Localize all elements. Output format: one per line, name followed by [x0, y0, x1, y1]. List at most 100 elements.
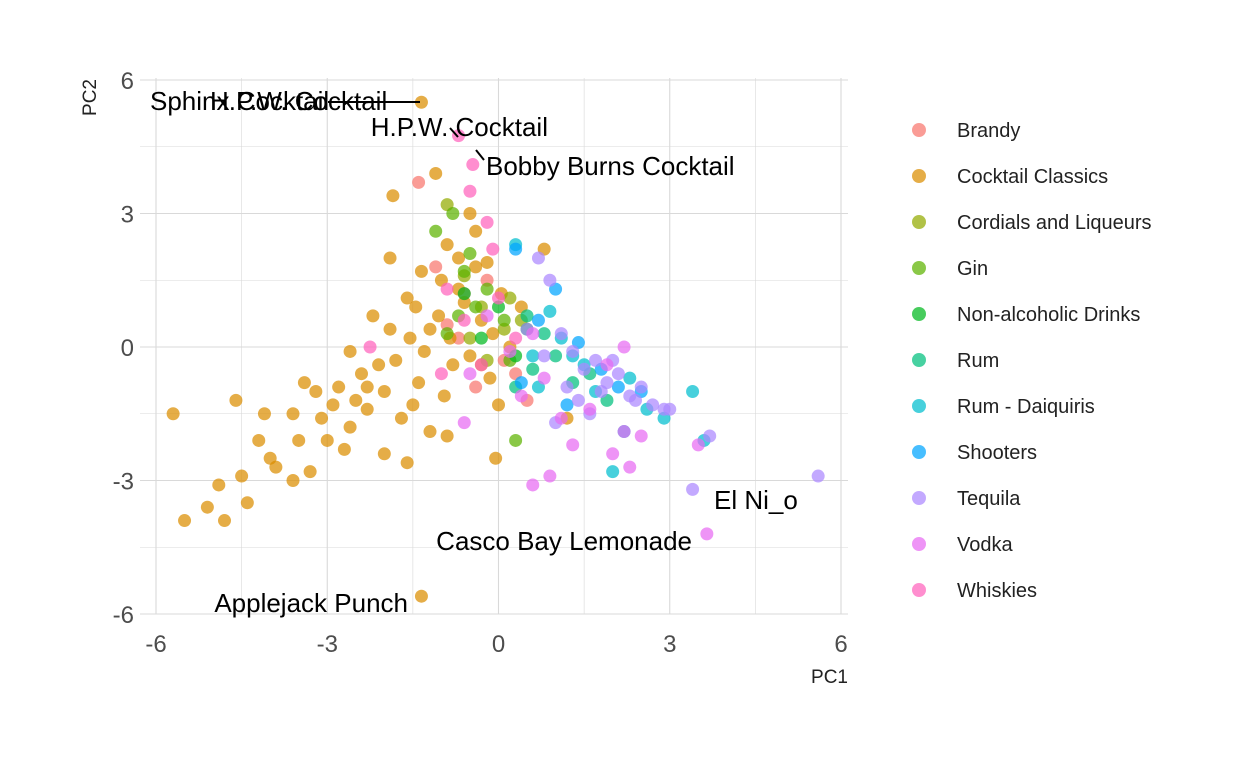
data-point	[703, 429, 717, 443]
data-point	[463, 331, 477, 345]
x-tick-label: 6	[834, 631, 847, 658]
data-point	[429, 260, 443, 274]
data-point	[617, 340, 631, 354]
data-point	[414, 264, 428, 278]
data-point	[606, 465, 620, 479]
data-point	[469, 380, 483, 394]
data-point	[303, 465, 317, 479]
y-tick-label: 0	[121, 335, 134, 362]
y-tick-label: -6	[113, 602, 134, 629]
data-point	[566, 438, 580, 452]
data-point	[414, 589, 428, 603]
data-point	[537, 349, 551, 363]
data-point	[440, 282, 454, 296]
data-point	[326, 398, 340, 412]
data-point	[440, 238, 454, 252]
annotation-leader-line	[475, 149, 485, 161]
x-tick-label: 3	[663, 631, 676, 658]
data-point	[617, 425, 631, 439]
legend-label: Cordials and Liqueurs	[957, 212, 1152, 234]
data-point	[526, 327, 540, 341]
data-point	[437, 389, 451, 403]
data-point	[320, 433, 334, 447]
legend-label: Vodka	[957, 534, 1013, 556]
data-point	[440, 318, 454, 332]
data-point	[423, 322, 437, 336]
data-point	[363, 340, 377, 354]
data-point	[409, 300, 423, 314]
data-point	[414, 95, 428, 109]
data-point	[589, 353, 603, 367]
data-point	[497, 313, 511, 327]
legend-key	[912, 445, 926, 459]
data-point	[372, 358, 386, 372]
data-point	[526, 349, 540, 363]
data-point	[543, 273, 557, 287]
data-point	[492, 300, 505, 314]
data-point	[634, 429, 648, 443]
legend-label: Whiskies	[957, 580, 1037, 602]
data-point	[315, 411, 329, 425]
legend-label: Shooters	[957, 442, 1037, 464]
annotation-leader-line	[449, 127, 459, 138]
series-tequila	[520, 251, 825, 496]
data-point	[503, 291, 517, 305]
legend: Brandy Cocktail Classics Cordials and Liqu…	[912, 120, 1152, 602]
data-point	[240, 496, 254, 510]
data-point	[394, 411, 408, 425]
data-point	[440, 429, 454, 443]
legend-item: Cocktail Classics	[912, 166, 1108, 188]
data-point	[423, 425, 437, 439]
legend-item: Rum	[912, 350, 999, 372]
annotation-label: H.P.W. Cocktail	[371, 112, 548, 142]
data-point	[531, 313, 545, 327]
annotation-label: Applejack Punch	[214, 588, 408, 618]
y-tick-label: -3	[113, 469, 134, 496]
data-point	[480, 215, 494, 229]
data-point	[166, 407, 180, 421]
data-point	[606, 447, 620, 461]
data-point	[571, 393, 585, 407]
data-point	[509, 331, 523, 345]
data-point	[469, 260, 483, 274]
data-point	[403, 331, 417, 345]
data-point	[434, 367, 448, 381]
data-point	[646, 398, 660, 412]
data-point	[486, 327, 500, 341]
data-point	[212, 478, 226, 492]
legend-item: Cordials and Liqueurs	[912, 212, 1152, 234]
data-point	[577, 362, 591, 376]
data-point	[332, 380, 346, 394]
data-point	[560, 398, 574, 412]
annotation-label: Bobby Burns Cocktail	[486, 151, 735, 181]
data-point	[514, 376, 528, 390]
y-axis-title: PC2	[80, 79, 101, 116]
data-point	[446, 207, 460, 220]
y-tick-label: 3	[121, 202, 134, 229]
data-point	[457, 296, 471, 309]
legend-item: Vodka	[912, 534, 1013, 556]
scatter-points	[166, 95, 825, 603]
data-point	[543, 304, 557, 318]
grid-lines	[140, 78, 848, 615]
data-point	[355, 367, 368, 381]
data-point	[235, 469, 249, 483]
data-point	[463, 184, 477, 198]
data-point	[531, 251, 545, 265]
data-point	[611, 380, 625, 394]
data-point	[483, 371, 497, 385]
series-vodka	[457, 309, 714, 541]
data-point	[526, 478, 540, 492]
data-point	[292, 433, 306, 447]
legend-item: Gin	[912, 258, 988, 280]
data-point	[492, 398, 505, 412]
legend-label: Non-alcoholic Drinks	[957, 304, 1140, 326]
legend-item: Shooters	[912, 442, 1037, 464]
data-point	[469, 224, 483, 238]
data-point	[457, 264, 471, 278]
data-point	[509, 242, 523, 256]
data-point	[474, 331, 488, 345]
data-point	[429, 166, 443, 180]
legend-item: Rum - Daiquiris	[912, 396, 1095, 418]
data-point	[474, 358, 488, 372]
